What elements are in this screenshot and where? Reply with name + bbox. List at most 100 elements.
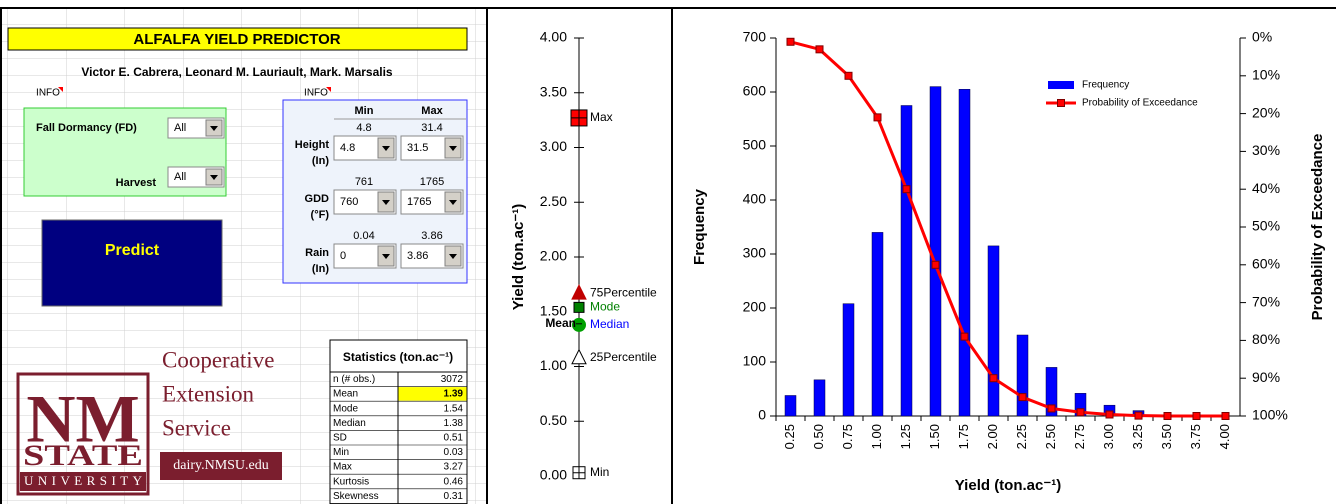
point-label: Mode bbox=[590, 300, 620, 314]
range-unit: (In) bbox=[312, 263, 329, 275]
line-marker bbox=[931, 260, 940, 269]
dropdown-value: 760 bbox=[340, 196, 358, 208]
y2-tick-label: 90% bbox=[1252, 369, 1280, 385]
y-tick-label: 600 bbox=[743, 83, 767, 99]
predict-button[interactable] bbox=[41, 219, 223, 307]
range-unit: (In) bbox=[312, 155, 329, 167]
x-tick-label: 1.50 bbox=[927, 424, 942, 449]
y2-axis-title: Probability of Exceedance bbox=[1309, 134, 1326, 321]
range-header: Min bbox=[355, 105, 374, 117]
y-tick-label: 1.00 bbox=[540, 357, 567, 373]
y2-tick-label: 0% bbox=[1252, 29, 1272, 45]
logo-unit: Service bbox=[162, 415, 231, 440]
dropdown-arrow bbox=[382, 146, 390, 151]
y2-tick-label: 10% bbox=[1252, 67, 1280, 83]
legend-label: Probability of Exceedance bbox=[1082, 98, 1198, 109]
line-marker bbox=[989, 374, 998, 383]
point-label: 25Percentile bbox=[590, 350, 657, 364]
y2-tick-label: 40% bbox=[1252, 180, 1280, 196]
range-limit: 0.04 bbox=[353, 230, 374, 242]
range-limit: 1765 bbox=[420, 176, 444, 188]
dropdown-arrow bbox=[449, 254, 457, 259]
predict-label: Predict bbox=[105, 242, 160, 259]
x-tick-label: 0.25 bbox=[782, 424, 797, 449]
range-unit: (°F) bbox=[311, 209, 330, 221]
range-header: Max bbox=[421, 105, 443, 117]
y2-tick-label: 60% bbox=[1252, 256, 1280, 272]
stat-value: 3.27 bbox=[444, 462, 464, 473]
line-marker bbox=[786, 37, 795, 46]
x-tick-label: 4.00 bbox=[1217, 424, 1232, 449]
logo-bar bbox=[20, 472, 146, 491]
x-tick-label: 3.00 bbox=[1101, 424, 1116, 449]
bar bbox=[900, 105, 913, 417]
dropdown-arrow bbox=[210, 126, 218, 131]
bar bbox=[958, 89, 971, 417]
line-marker bbox=[1047, 404, 1056, 413]
bar bbox=[1045, 367, 1058, 417]
selector-label: Harvest bbox=[116, 177, 157, 189]
stat-name: Mode bbox=[333, 403, 358, 414]
y-tick-label: 0.00 bbox=[540, 467, 567, 483]
line-marker bbox=[1076, 408, 1085, 417]
x-tick-label: 0.50 bbox=[811, 424, 826, 449]
x-tick-label: 1.75 bbox=[956, 424, 971, 449]
point-cross bbox=[571, 109, 587, 126]
legend-swatch bbox=[1057, 99, 1065, 107]
app-title: ALFALFA YIELD PREDICTOR bbox=[133, 31, 340, 48]
point-label: Mean bbox=[545, 316, 576, 330]
stat-value: 0.51 bbox=[444, 433, 464, 444]
range-limit: 761 bbox=[355, 176, 373, 188]
x-tick-label: 3.25 bbox=[1130, 424, 1145, 449]
y-tick-label: 300 bbox=[743, 245, 767, 261]
y-tick-label: 1.50 bbox=[540, 302, 567, 318]
y2-tick-label: 70% bbox=[1252, 293, 1280, 309]
y-axis-title: Frequency bbox=[691, 188, 708, 265]
bar bbox=[987, 245, 1000, 417]
point-label: Median bbox=[590, 317, 629, 331]
y-tick-label: 200 bbox=[743, 299, 767, 315]
dropdown-arrow bbox=[449, 146, 457, 151]
logo-state: STATE bbox=[23, 439, 143, 472]
highlight-cell bbox=[398, 387, 467, 401]
y-tick-label: 500 bbox=[743, 137, 767, 153]
line-marker bbox=[1163, 412, 1172, 420]
range-label: Rain bbox=[305, 247, 329, 259]
y2-tick-label: 80% bbox=[1252, 331, 1280, 347]
y-axis-title: Yield (ton.ac⁻¹) bbox=[510, 204, 527, 311]
range-label: GDD bbox=[305, 193, 330, 205]
dropdown-arrow bbox=[382, 254, 390, 259]
y-tick-label: 3.00 bbox=[540, 138, 567, 154]
point-cross bbox=[573, 466, 585, 479]
x-tick-label: 0.75 bbox=[840, 424, 855, 449]
legend-swatch bbox=[1048, 81, 1074, 89]
logo-url: dairy.NMSU.edu bbox=[173, 458, 269, 473]
y-tick-label: 3.50 bbox=[540, 83, 567, 99]
info-link: INFO bbox=[304, 88, 328, 99]
stat-value: 3072 bbox=[441, 374, 464, 385]
logo-unit: Cooperative bbox=[162, 347, 274, 372]
line-marker bbox=[873, 113, 882, 122]
comment-marker bbox=[326, 87, 331, 92]
dropdown-value: 4.8 bbox=[340, 142, 355, 154]
line-series bbox=[790, 40, 1226, 418]
legend-label: Frequency bbox=[1082, 80, 1129, 91]
range-limit: 31.4 bbox=[421, 122, 442, 134]
x-tick-label: 2.25 bbox=[1014, 424, 1029, 449]
stat-name: Max bbox=[333, 462, 352, 473]
line-marker bbox=[902, 185, 911, 194]
bar bbox=[784, 395, 797, 417]
dropdown-value: 1765 bbox=[407, 196, 431, 208]
stat-value: 1.54 bbox=[444, 403, 464, 414]
stat-name: Skewness bbox=[333, 491, 379, 502]
dropdown-arrow bbox=[382, 200, 390, 205]
bar bbox=[871, 232, 884, 417]
point bbox=[572, 317, 586, 332]
y2-tick-label: 50% bbox=[1252, 218, 1280, 234]
x-tick-label: 1.25 bbox=[898, 424, 913, 449]
stat-name: Median bbox=[333, 418, 366, 429]
dropdown-value: All bbox=[174, 171, 186, 183]
x-tick-label: 2.00 bbox=[985, 424, 1000, 449]
authors: Victor E. Cabrera, Leonard M. Lauriault,… bbox=[81, 65, 393, 79]
